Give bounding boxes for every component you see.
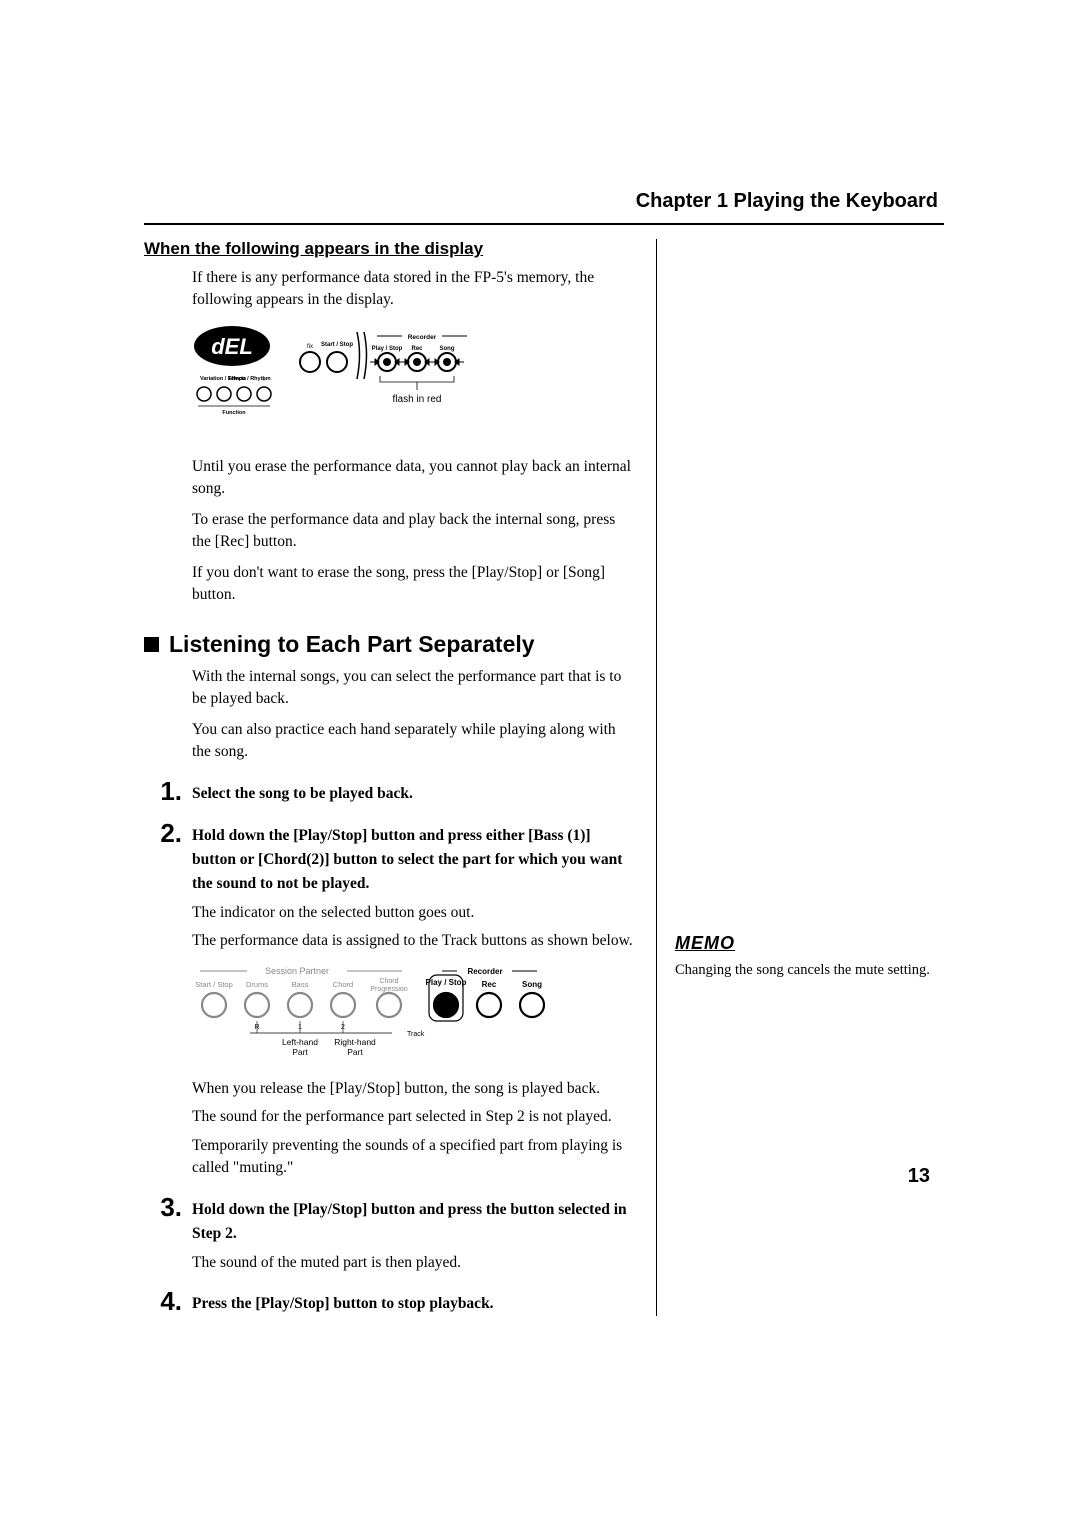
- step-number: 2.: [144, 820, 182, 1180]
- step-text: The sound of the muted part is then play…: [192, 1252, 638, 1274]
- step-text: The sound for the performance part selec…: [192, 1106, 638, 1128]
- memo-text: Changing the song cancels the mute setti…: [675, 960, 944, 980]
- step-text: The indicator on the selected button goe…: [192, 902, 638, 924]
- step-text: Press the [Play/Stop] button to stop pla…: [192, 1292, 638, 1316]
- svg-text:Left-hand: Left-hand: [282, 1037, 318, 1047]
- label-session-partner: Session Partner: [265, 966, 329, 976]
- step-text: Temporarily preventing the sounds of a s…: [192, 1135, 638, 1180]
- label-song: Song: [440, 346, 455, 352]
- label-rec: Rec: [411, 346, 423, 352]
- two-column-layout: When the following appears in the displa…: [144, 239, 944, 1316]
- paragraph: To erase the performance data and play b…: [192, 509, 638, 554]
- main-column: When the following appears in the displa…: [144, 239, 657, 1316]
- section-heading: Listening to Each Part Separately: [144, 631, 638, 658]
- label-plus: +: [262, 376, 266, 384]
- section-bullet-icon: [144, 637, 159, 652]
- step-1: 1. Select the song to be played back.: [144, 778, 638, 806]
- step-text: The performance data is assigned to the …: [192, 930, 638, 952]
- display-diagram: dEL Variation / Effects Tempo / Rhythm −…: [192, 324, 638, 444]
- step-text: Select the song to be played back.: [192, 782, 638, 806]
- btn-label: Drums: [246, 980, 268, 989]
- memo-block: MEMO Changing the song cancels the mute …: [675, 933, 944, 980]
- label-recorder: Recorder: [408, 334, 437, 341]
- svg-text:Part: Part: [292, 1047, 308, 1057]
- section-paragraph: With the internal songs, you can select …: [192, 666, 638, 711]
- section-heading-text: Listening to Each Part Separately: [169, 631, 535, 658]
- paragraph: If you don't want to erase the song, pre…: [192, 562, 638, 607]
- step-2: 2. Hold down the [Play/Stop] button and …: [144, 820, 638, 1180]
- label-track: Track: [407, 1031, 425, 1038]
- step-text: When you release the [Play/Stop] button,…: [192, 1078, 638, 1100]
- svg-text:Part: Part: [347, 1047, 363, 1057]
- btn-label: Start / Stop: [195, 980, 233, 989]
- btn-label: Rec: [482, 980, 497, 989]
- label-start-stop: Start / Stop: [321, 342, 353, 348]
- sub-heading: When the following appears in the displa…: [144, 239, 638, 259]
- svg-text:Right-hand: Right-hand: [334, 1037, 376, 1047]
- section-paragraph: You can also practice each hand separate…: [192, 719, 638, 764]
- step-number: 3.: [144, 1194, 182, 1275]
- label-function: Function: [222, 410, 246, 416]
- intro-paragraph: If there is any performance data stored …: [192, 267, 638, 312]
- btn-label: Play / Stop: [426, 978, 467, 987]
- paragraph: Until you erase the performance data, yo…: [192, 456, 638, 501]
- memo-label: MEMO: [675, 933, 944, 954]
- step-3: 3. Hold down the [Play/Stop] button and …: [144, 1194, 638, 1275]
- divider: [144, 223, 944, 225]
- label-flash: flash in red: [393, 394, 442, 405]
- btn-label: Song: [522, 980, 542, 989]
- label-minus: −: [242, 376, 246, 384]
- step-number: 4.: [144, 1288, 182, 1316]
- step-4: 4. Press the [Play/Stop] button to stop …: [144, 1288, 638, 1316]
- side-column: MEMO Changing the song cancels the mute …: [657, 239, 944, 1316]
- step-number: 1.: [144, 778, 182, 806]
- btn-label: Chord: [333, 980, 353, 989]
- step-text: Hold down the [Play/Stop] button and pre…: [192, 1198, 638, 1246]
- track-diagram: Session Partner Recorder Start / Stop Dr…: [192, 963, 638, 1068]
- page-number: 13: [908, 1165, 930, 1188]
- btn-label: Bass: [292, 980, 309, 989]
- chapter-title: Chapter 1 Playing the Keyboard: [144, 190, 944, 213]
- label-play-stop: Play / Stop: [372, 346, 403, 352]
- label-fix: fix: [307, 344, 313, 350]
- svg-text:Chord: Chord: [379, 978, 398, 985]
- display-text: dEL: [211, 334, 253, 359]
- step-text: Hold down the [Play/Stop] button and pre…: [192, 824, 638, 896]
- page-content: Chapter 1 Playing the Keyboard When the …: [144, 190, 944, 1316]
- label-recorder-2: Recorder: [467, 967, 502, 976]
